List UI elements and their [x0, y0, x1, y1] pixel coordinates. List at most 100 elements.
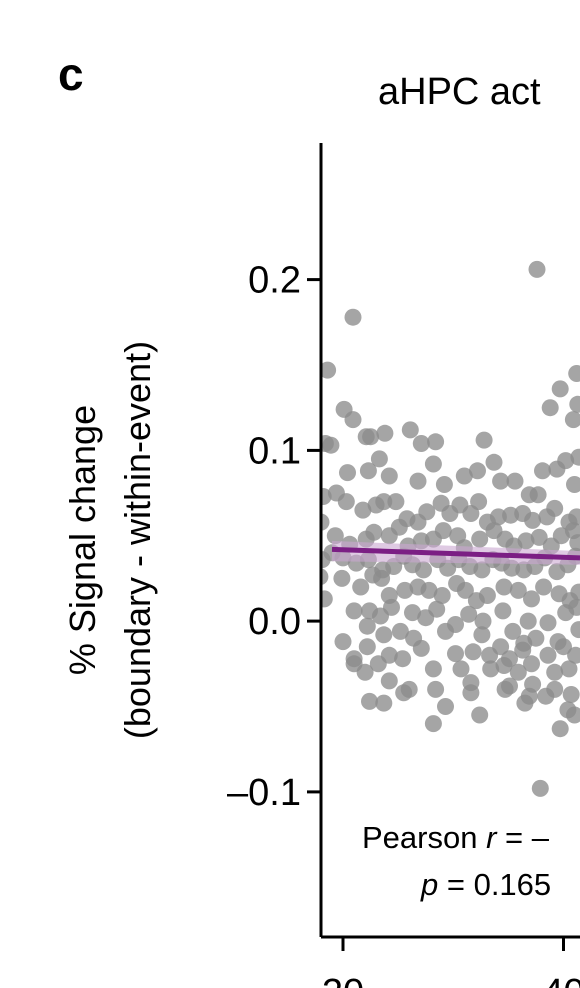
- data-point: [322, 568, 329, 585]
- data-point: [427, 433, 445, 451]
- data-point: [412, 639, 430, 657]
- data-point: [455, 467, 473, 485]
- data-point: [473, 626, 491, 644]
- data-point: [568, 598, 580, 616]
- data-point: [562, 686, 580, 703]
- data-point: [373, 569, 391, 587]
- data-point: [568, 508, 580, 526]
- data-point: [362, 428, 380, 446]
- annotation-line1: Pearson r = –: [362, 820, 550, 855]
- data-point: [519, 612, 537, 630]
- data-point: [485, 453, 503, 471]
- data-point: [339, 464, 356, 482]
- data-point: [427, 680, 445, 698]
- data-point: [551, 720, 569, 738]
- annotation-p-var: p: [420, 867, 438, 902]
- data-point: [322, 361, 337, 379]
- data-point: [539, 614, 557, 632]
- data-point: [568, 365, 580, 382]
- data-point: [326, 527, 344, 545]
- data-point: [517, 532, 535, 550]
- data-point: [509, 581, 527, 599]
- annotation-r-var: r: [486, 820, 498, 855]
- data-point: [527, 629, 545, 647]
- data-point: [566, 476, 580, 493]
- y-tick-label: 0.1: [248, 430, 301, 472]
- data-point: [322, 436, 340, 454]
- annotation-prefix: Pearson: [362, 820, 486, 855]
- data-point: [380, 672, 398, 690]
- data-point: [560, 660, 578, 678]
- y-axis-label-line1: % Signal change: [62, 405, 103, 675]
- data-point: [361, 692, 378, 710]
- data-point: [528, 260, 546, 278]
- data-point: [358, 638, 376, 656]
- data-point: [570, 583, 580, 601]
- data-point: [557, 452, 575, 470]
- data-point: [495, 657, 513, 674]
- y-axis-label-group-2: (boundary - within-event): [117, 341, 158, 739]
- annotation-r-value: = –: [496, 820, 549, 855]
- data-point: [514, 641, 532, 659]
- data-point: [564, 411, 580, 429]
- annotation-line2: p = 0.165: [420, 867, 551, 902]
- data-point: [447, 645, 464, 663]
- data-point: [369, 655, 387, 673]
- data-point: [546, 663, 564, 681]
- data-point: [530, 528, 548, 546]
- regression-line: [331, 546, 580, 561]
- x-tick-label: 40: [542, 972, 580, 988]
- data-point: [375, 493, 393, 511]
- data-point: [566, 706, 580, 724]
- data-point: [471, 530, 489, 548]
- y-axis-label-line2: (boundary - within-event): [117, 341, 158, 739]
- data-point: [464, 643, 482, 661]
- data-point: [555, 638, 572, 656]
- data-point: [452, 660, 470, 678]
- data-point: [462, 684, 480, 702]
- data-point: [475, 431, 493, 449]
- data-point: [322, 513, 330, 531]
- data-point: [482, 660, 500, 678]
- data-point: [356, 663, 374, 681]
- data-point: [428, 600, 446, 618]
- data-point: [523, 655, 540, 673]
- data-point: [478, 587, 496, 604]
- data-point: [375, 694, 393, 712]
- data-point: [570, 448, 580, 466]
- data-point: [437, 622, 454, 640]
- data-point: [434, 522, 452, 540]
- data-point: [494, 602, 512, 620]
- stats-annotation: Pearson r = – p = 0.165: [362, 820, 551, 902]
- data-point: [473, 561, 491, 579]
- data-marks: [322, 260, 580, 797]
- y-tick-label: 0.2: [248, 260, 301, 302]
- data-point: [531, 779, 549, 797]
- data-point: [418, 503, 436, 521]
- data-point: [437, 698, 454, 715]
- y-tick-label: 0.0: [248, 601, 301, 643]
- data-point: [322, 590, 333, 608]
- data-point: [469, 462, 486, 480]
- data-point: [370, 450, 388, 468]
- data-point: [415, 561, 432, 579]
- data-point: [383, 598, 400, 616]
- data-point: [375, 626, 393, 644]
- data-point: [396, 581, 414, 599]
- chart-title: aHPC act: [378, 71, 541, 113]
- data-point: [352, 578, 370, 596]
- data-point: [344, 411, 362, 429]
- data-point: [504, 622, 522, 640]
- y-axis-label-group: % Signal change: [62, 405, 103, 675]
- data-point: [391, 622, 409, 640]
- data-point: [404, 604, 421, 622]
- y-tick-label: –0.1: [227, 772, 301, 814]
- data-point: [523, 590, 540, 608]
- data-point: [424, 660, 442, 678]
- data-point: [394, 650, 412, 668]
- data-point: [359, 462, 377, 480]
- data-point: [474, 612, 492, 630]
- data-point: [334, 633, 352, 651]
